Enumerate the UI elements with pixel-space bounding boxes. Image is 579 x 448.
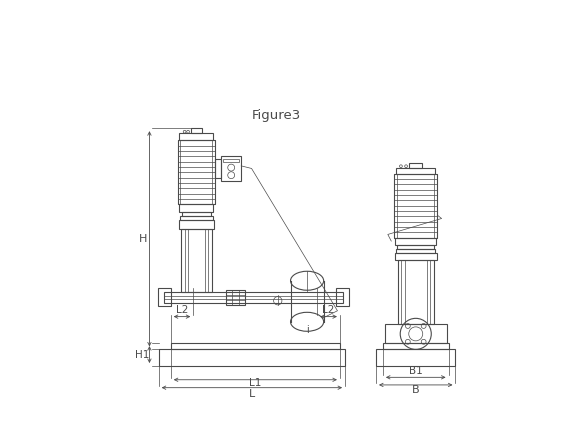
Bar: [158, 289, 171, 306]
Text: B: B: [412, 385, 420, 396]
Bar: [396, 168, 435, 174]
Bar: [397, 245, 434, 249]
Bar: [191, 128, 202, 134]
Bar: [409, 163, 422, 168]
Text: B1: B1: [409, 366, 423, 376]
Bar: [376, 349, 456, 366]
Bar: [396, 249, 435, 253]
Bar: [223, 159, 239, 162]
Bar: [226, 290, 245, 305]
Text: L: L: [249, 389, 255, 399]
Bar: [159, 349, 345, 366]
Bar: [215, 159, 221, 178]
Bar: [394, 174, 438, 237]
Text: H: H: [139, 234, 148, 244]
Bar: [180, 216, 212, 220]
Bar: [395, 237, 436, 245]
Bar: [179, 134, 213, 140]
Bar: [384, 324, 447, 343]
Bar: [395, 253, 437, 260]
Text: L2: L2: [323, 306, 335, 315]
Bar: [179, 204, 213, 212]
Bar: [181, 228, 211, 293]
Bar: [171, 343, 340, 349]
Bar: [179, 220, 214, 228]
Text: i: i: [306, 325, 309, 335]
Text: H1: H1: [135, 349, 150, 360]
Bar: [181, 140, 212, 204]
Bar: [178, 140, 215, 204]
Text: L2: L2: [176, 306, 188, 315]
Bar: [221, 155, 241, 181]
Bar: [383, 343, 449, 349]
Bar: [336, 289, 349, 306]
Bar: [398, 260, 434, 324]
Text: Figure3: Figure3: [252, 109, 301, 122]
Bar: [397, 174, 434, 237]
Bar: [182, 212, 211, 216]
Text: L1: L1: [249, 378, 262, 388]
Bar: [164, 293, 343, 303]
